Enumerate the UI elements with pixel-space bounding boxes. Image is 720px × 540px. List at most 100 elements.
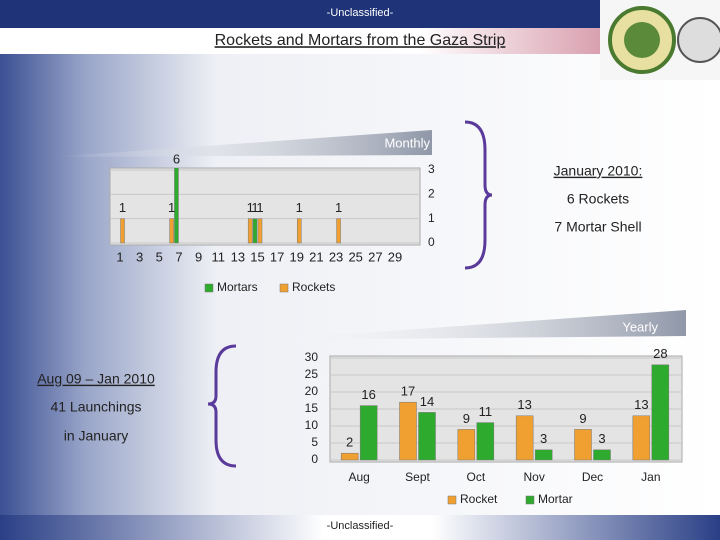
data-label: 1 [335,200,342,215]
x-tick-label: Oct [466,470,485,484]
x-tick-label: 7 [175,249,182,264]
data-label: 13 [517,397,531,412]
x-tick-label: 27 [368,249,382,264]
x-tick-label: 19 [290,249,304,264]
bar [593,449,611,461]
legend-swatch [204,283,214,293]
x-tick-label: Sept [405,470,430,484]
legend-label: Rocket [460,492,498,506]
classification: -Unclassified- [327,7,394,19]
legend-label: Mortars [217,280,258,294]
annotation: Aug 09 – Jan 2010 [37,371,155,387]
x-tick-label: 25 [348,249,362,264]
data-label: 13 [634,397,648,412]
x-tick-label: 13 [231,249,245,264]
slide-title: Rockets and Mortars from the Gaza Strip [215,32,506,49]
annotation: 41 Launchings [50,399,141,415]
y-tick-label: 3 [428,162,435,176]
data-label: 17 [401,384,415,399]
bar [359,405,378,461]
logo [677,17,720,63]
section-band [260,310,686,340]
brace [207,344,237,468]
annotation: 6 Rockets [567,191,629,207]
bar [340,452,359,461]
bar [169,218,174,244]
annotation: January 2010: [554,163,643,179]
data-label: 3 [540,431,547,446]
data-label: 1 [256,200,263,215]
bar [534,449,553,461]
legend-label: Mortar [538,492,573,506]
x-tick-label: 11 [211,249,225,264]
data-label: 28 [653,346,667,361]
bar [336,218,341,244]
bar [257,218,263,244]
bar [457,429,476,461]
x-tick-label: 21 [309,249,323,264]
legend-swatch [447,495,457,505]
title-bar [0,28,600,54]
data-label: 1 [119,200,126,215]
data-label: 6 [173,151,180,166]
x-tick-label: 15 [250,249,264,264]
x-tick-label: 3 [136,249,143,264]
y-tick-label: 0 [311,452,318,466]
annotation: in January [64,428,129,444]
data-label: 1 [296,200,303,215]
data-label: 3 [598,431,605,446]
y-tick-label: 1 [428,211,435,225]
legend-swatch [279,283,289,293]
data-label: 16 [361,387,375,402]
bars [120,168,341,244]
data-label: 1 [247,200,254,215]
classification: -Unclassified- [327,520,394,532]
x-tick-label: Nov [523,470,544,484]
data-label: 11 [479,404,493,419]
y-tick-label: 30 [305,350,319,364]
y-tick-label: 20 [305,384,319,398]
bar [418,412,436,461]
data-label: 1 [168,200,175,215]
bar [247,218,253,244]
x-tick-label: 5 [156,249,163,264]
section-band [50,130,432,157]
y-tick-label: 2 [428,187,435,201]
y-tick-label: 5 [311,435,318,449]
legend-label: Rockets [292,280,335,294]
data-label: 9 [463,411,470,426]
section-title: Yearly [622,319,658,334]
x-tick-label: 29 [388,249,402,264]
annotation: 7 Mortar Shell [554,219,641,235]
data-label: 14 [420,394,434,409]
bar [120,218,125,244]
data-label: 9 [579,411,586,426]
x-tick-label: 9 [195,249,202,264]
y-tick-label: 15 [305,401,319,415]
bar [515,415,534,461]
x-tick-label: Dec [582,470,603,484]
bar [574,429,592,461]
y-tick-label: 0 [428,235,435,249]
plot-area [109,167,421,246]
bar [297,218,302,244]
footer-bar [0,515,720,540]
bar [476,422,495,461]
legend-swatch [525,495,535,505]
bar [252,218,258,244]
data-label: 1 [251,200,258,215]
logo [624,22,660,58]
brace [464,120,493,270]
y-tick-label: 25 [305,367,319,381]
x-tick-label: 23 [329,249,343,264]
section-title: Monthly [384,135,430,150]
data-label: 2 [346,435,353,450]
x-tick-label: Aug [348,470,369,484]
bar [651,364,670,461]
bars [340,364,670,461]
x-tick-label: 1 [116,249,123,264]
bar [399,401,417,461]
bar [632,415,651,461]
y-tick-label: 10 [305,418,319,432]
